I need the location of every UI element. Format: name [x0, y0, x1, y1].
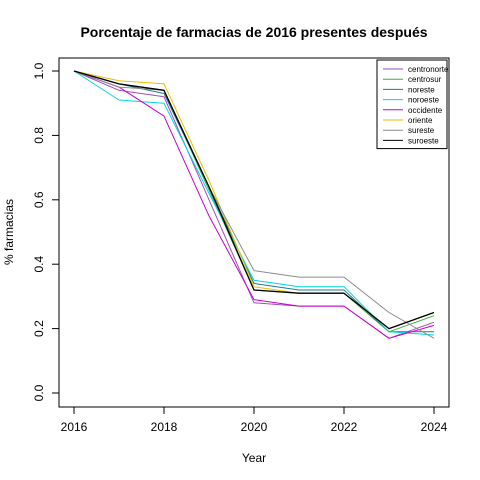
x-tick-label: 2024 [421, 420, 448, 434]
legend-label-occidente: occidente [408, 106, 443, 115]
y-tick-label: 0.8 [32, 127, 46, 144]
chart-title: Porcentaje de farmacias de 2016 presente… [80, 24, 427, 40]
series-line-noreste [73, 70, 434, 333]
y-tick-label: 0.2 [32, 320, 46, 337]
legend-label-oriente: oriente [408, 116, 433, 125]
y-axis-title: % farmacias [2, 199, 16, 265]
x-tick-label: 2016 [61, 420, 88, 434]
x-tick-label: 2018 [151, 420, 178, 434]
legend-label-centronorte: centronorte [408, 65, 449, 74]
y-tick-label: 0.0 [32, 384, 46, 401]
y-tick-label: 1.0 [32, 62, 46, 79]
legend-label-noreste: noreste [408, 85, 435, 94]
legend-label-sureste: sureste [408, 126, 435, 135]
legend-box [376, 59, 448, 150]
y-tick-label: 0.4 [32, 256, 46, 273]
series-line-sureste [73, 70, 435, 339]
y-axis: 0.0 0.2 0.4 0.6 0.8 1.0 [32, 62, 60, 401]
series-line-occidente [73, 70, 435, 339]
legend-label-centrosur: centrosur [408, 75, 442, 84]
x-tick-label: 2020 [241, 420, 268, 434]
legend-label-suroeste: suroeste [408, 136, 439, 145]
x-axis-title: Year [242, 451, 266, 465]
legend-label-noroeste: noroeste [408, 96, 440, 105]
x-axis: 2016 2018 2020 2022 2024 [61, 406, 448, 434]
y-tick-label: 0.6 [32, 191, 46, 208]
series-layer [73, 70, 435, 339]
series-line-suroeste [73, 70, 435, 330]
x-tick-label: 2022 [331, 420, 358, 434]
